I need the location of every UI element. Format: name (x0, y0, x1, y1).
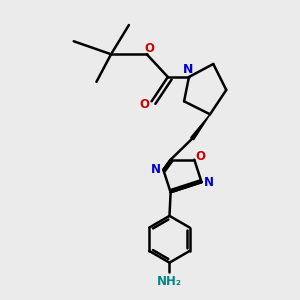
Text: O: O (140, 98, 149, 111)
Text: N: N (183, 63, 194, 76)
Text: NH₂: NH₂ (157, 275, 182, 288)
Polygon shape (191, 114, 210, 140)
Text: N: N (151, 163, 161, 176)
Text: O: O (195, 150, 205, 163)
Text: O: O (144, 42, 154, 55)
Text: N: N (204, 176, 214, 189)
